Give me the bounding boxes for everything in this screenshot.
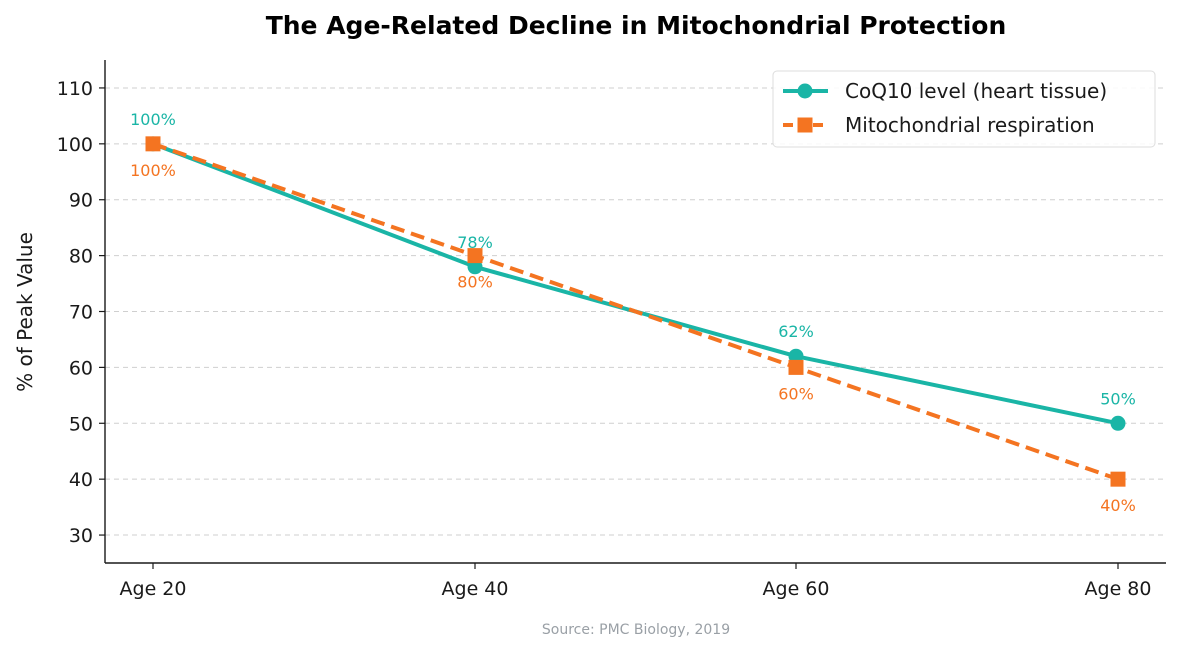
y-tick-label: 40 <box>69 469 93 491</box>
data-point <box>1110 471 1126 487</box>
y-tick-label: 110 <box>57 78 93 100</box>
data-label: 40% <box>1100 496 1136 515</box>
data-label: 60% <box>778 384 814 403</box>
legend-marker <box>797 83 813 99</box>
legend-item: Mitochondrial respiration <box>783 113 1095 137</box>
y-tick-label: 50 <box>69 413 93 435</box>
data-label: 100% <box>130 161 176 180</box>
legend-label: CoQ10 level (heart tissue) <box>845 79 1107 103</box>
x-tick-label: Age 60 <box>763 578 830 600</box>
data-label: 50% <box>1100 389 1136 408</box>
y-tick-label: 100 <box>57 134 93 156</box>
series-2 <box>145 136 1126 487</box>
y-axis-title: % of Peak Value <box>13 232 37 392</box>
series-1 <box>145 136 1126 431</box>
legend: CoQ10 level (heart tissue) Mitochondrial … <box>772 70 1156 148</box>
legend-marker <box>797 117 813 133</box>
source-note: Source: PMC Biology, 2019 <box>542 622 730 638</box>
y-tick-label: 90 <box>69 190 93 212</box>
chart-title: The Age-Related Decline in Mitochondrial… <box>266 11 1007 40</box>
y-tick-label: 60 <box>69 357 93 379</box>
data-point <box>467 248 483 264</box>
data-label: 100% <box>130 110 176 129</box>
data-point <box>788 359 804 375</box>
x-tick-label: Age 80 <box>1085 578 1152 600</box>
data-label: 80% <box>457 273 493 292</box>
x-tick-label: Age 20 <box>120 578 187 600</box>
data-label: 78% <box>457 233 493 252</box>
series <box>145 136 1126 487</box>
data-point <box>145 136 161 152</box>
data-labels: 100% 78% 62% 50% 100% 80% 60% 40% <box>130 110 1136 515</box>
y-tick-label: 30 <box>69 525 93 547</box>
legend-label: Mitochondrial respiration <box>845 113 1095 137</box>
data-label: 62% <box>778 322 814 341</box>
series-line <box>152 141 1119 426</box>
axes: 30 40 50 60 70 80 90 100 110 Age 20 Age 40 Age 60 Ag… <box>57 60 1166 600</box>
x-tick-label: Age 40 <box>442 578 509 600</box>
series-line <box>152 141 1119 482</box>
y-tick-label: 70 <box>69 302 93 324</box>
legend-box <box>772 70 1156 148</box>
legend-item: CoQ10 level (heart tissue) <box>783 79 1107 103</box>
data-point <box>1110 415 1126 431</box>
y-tick-label: 80 <box>69 246 93 268</box>
